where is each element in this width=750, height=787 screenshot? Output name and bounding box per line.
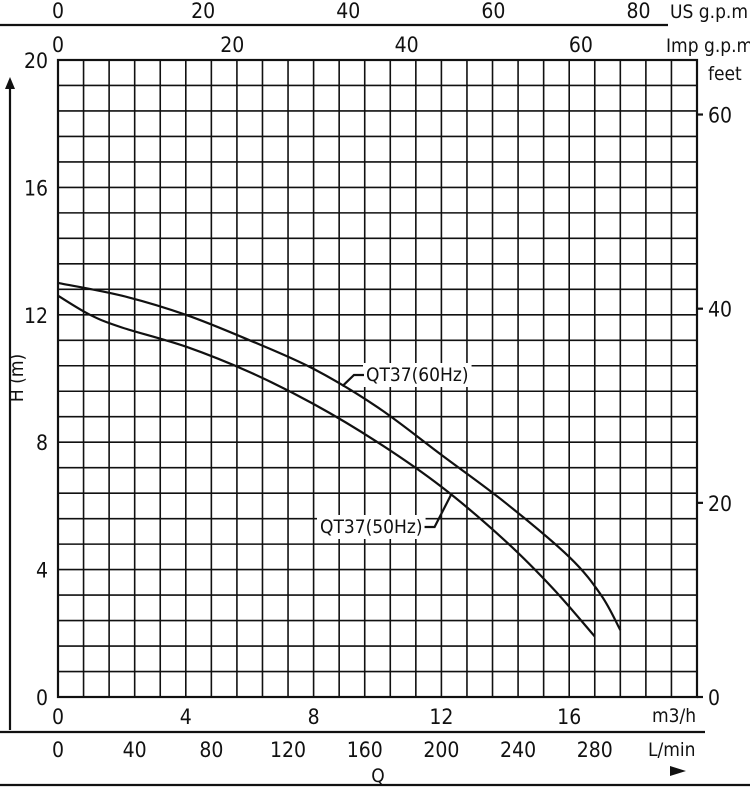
m3h-unit-label: m3/h xyxy=(652,705,696,727)
plot-frame xyxy=(56,58,699,699)
lmin-tick-label: 280 xyxy=(577,738,613,762)
lmin-unit-label: L/min xyxy=(648,739,696,761)
feet-tick-label: 0 xyxy=(708,686,720,710)
imp-gpm-tick-label: 20 xyxy=(220,33,244,57)
y-tick-label: 4 xyxy=(36,559,48,583)
lmin-tick-label: 160 xyxy=(347,738,383,762)
lmin-tick-label: 80 xyxy=(199,738,223,762)
feet-tick-label: 60 xyxy=(708,104,732,128)
feet-tick-label: 20 xyxy=(708,492,732,516)
us-gpm-tick-label: 20 xyxy=(191,0,215,23)
imp-gpm-tick-label: 0 xyxy=(52,33,64,57)
y-tick-label: 0 xyxy=(36,686,48,710)
y-tick-label: 20 xyxy=(24,49,48,73)
x-axis-arrow-icon xyxy=(670,766,686,776)
feet-tick-label: 40 xyxy=(708,298,732,322)
series-line-60hz xyxy=(57,281,622,631)
y-axis-label: H (m) xyxy=(6,354,28,402)
lmin-tick-label: 0 xyxy=(52,738,64,762)
m3h-tick-label: 12 xyxy=(429,705,453,729)
m3h-tick-label: 8 xyxy=(308,705,320,729)
left-axis-arrow-icon xyxy=(5,77,15,89)
leader-line-50hz xyxy=(424,494,452,529)
lmin-tick-label: 40 xyxy=(123,738,147,762)
series-line-50hz xyxy=(57,294,596,638)
imp-gpm-unit-label: Imp g.p.m xyxy=(666,35,750,57)
feet-unit-label: feet xyxy=(708,63,742,85)
us-gpm-unit-label: US g.p.m xyxy=(670,1,748,23)
curves xyxy=(57,281,622,638)
lmin-tick-label: 240 xyxy=(500,738,536,762)
m3h-tick-label: 16 xyxy=(557,705,581,729)
series-label-60hz: QT37(60Hz) xyxy=(366,364,469,386)
us-gpm-tick-label: 0 xyxy=(52,0,64,23)
us-gpm-tick-label: 60 xyxy=(481,0,505,23)
m3h-tick-label: 4 xyxy=(180,705,192,729)
imp-gpm-tick-label: 60 xyxy=(569,33,593,57)
leader-line-60hz xyxy=(341,373,364,387)
y-tick-label: 12 xyxy=(24,304,48,328)
series-label-50hz: QT37(50Hz) xyxy=(320,516,423,538)
series-label-50hz-bg xyxy=(317,515,426,539)
us-gpm-tick-label: 40 xyxy=(336,0,360,23)
lmin-tick-label: 200 xyxy=(423,738,459,762)
x-axis-label: Q xyxy=(371,765,384,787)
y-tick-label: 8 xyxy=(36,431,48,455)
series-label-60hz-bg xyxy=(363,363,472,387)
m3h-tick-label: 0 xyxy=(52,705,64,729)
y-tick-label: 16 xyxy=(24,176,48,200)
lmin-tick-label: 120 xyxy=(270,738,306,762)
imp-gpm-tick-label: 40 xyxy=(395,33,419,57)
us-gpm-tick-label: 80 xyxy=(626,0,650,23)
